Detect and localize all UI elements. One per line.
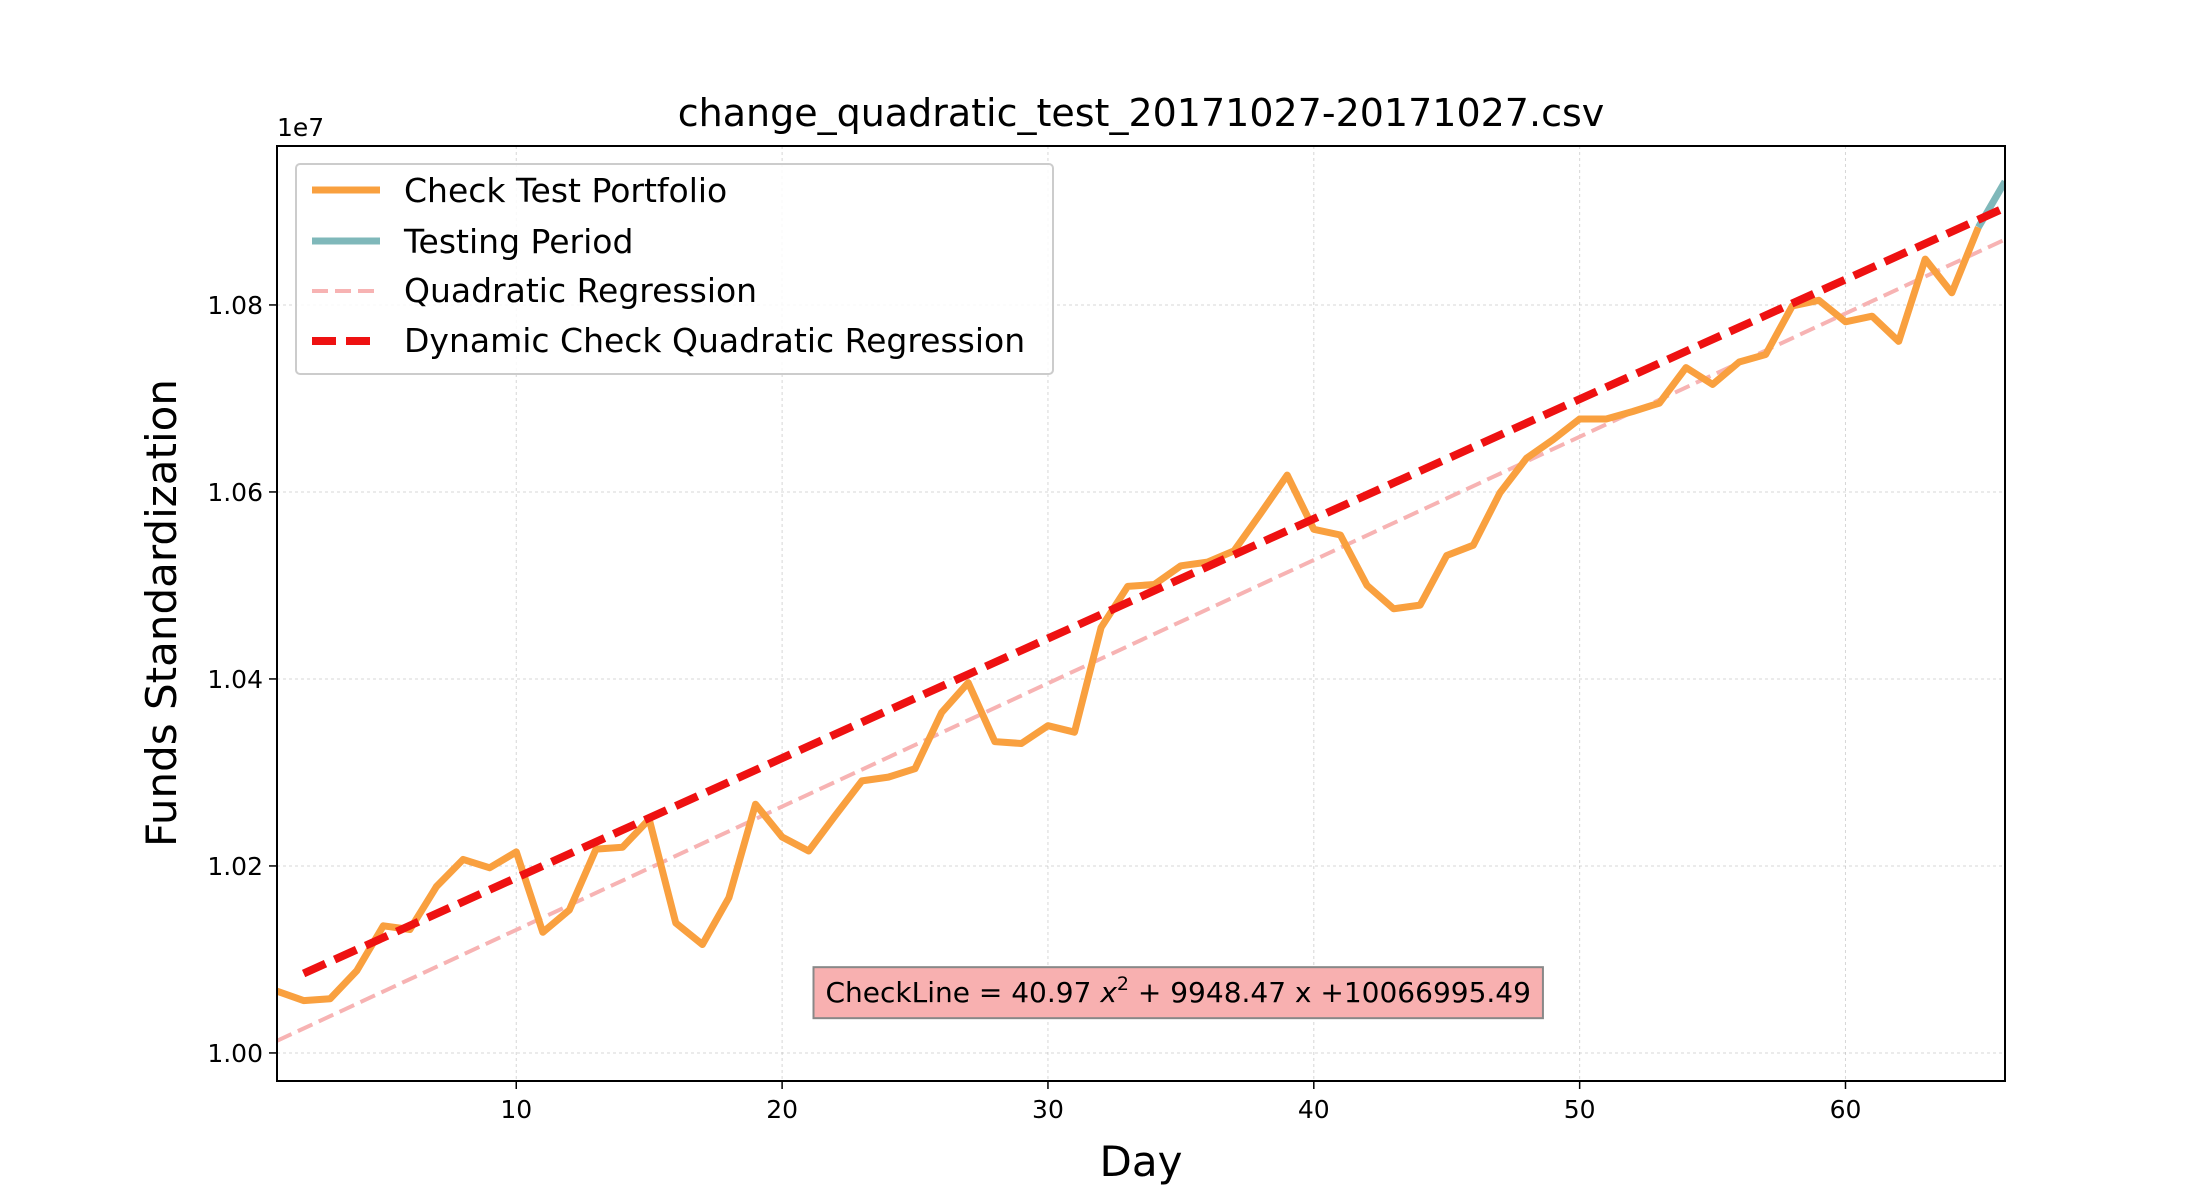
chart-title: change_quadratic_test_20171027-20171027.…: [678, 91, 1605, 135]
legend-box: [295, 163, 1054, 375]
y-tick-label: 1.02: [207, 852, 263, 881]
series-group: [277, 179, 2005, 1043]
legend-label-dynamic-check-regression: Dynamic Check Quadratic Regression: [404, 321, 1025, 360]
annotation-var: x: [1099, 976, 1117, 1009]
plot-frame: [276, 145, 2006, 1082]
x-tick-label: 30: [1032, 1095, 1064, 1124]
x-tick-label: 50: [1564, 1095, 1596, 1124]
x-tick-label: 60: [1830, 1095, 1862, 1124]
legend-label-testing-period: Testing Period: [403, 222, 633, 261]
annotation-prefix: CheckLine = 40.97: [826, 976, 1101, 1009]
x-tick-label: 20: [766, 1095, 798, 1124]
annotation-box: [812, 966, 1544, 1020]
ticks: 10 20 30 40 50 60 1.00 1.02 1.04 1.06 1.08: [207, 291, 1861, 1124]
y-tick-label: 1.08: [207, 291, 263, 320]
series-check-test-portfolio: [277, 225, 1982, 1005]
y-tick-label: 1.00: [207, 1039, 263, 1068]
x-tick-label: 10: [500, 1095, 532, 1124]
legend: Check Test Portfolio Testing Period Quad…: [295, 163, 1054, 375]
x-axis-label: Day: [1100, 1137, 1183, 1186]
legend-label-check-test-portfolio: Check Test Portfolio: [404, 171, 727, 210]
annotation-text: CheckLine = 40.97 x2 + 9948.47 x +100669…: [826, 973, 1531, 1009]
annotation-sup: 2: [1117, 973, 1129, 995]
series-layer: [277, 179, 2005, 1043]
x-tick-label: 40: [1298, 1095, 1330, 1124]
series-dynamic-check-regression: [301, 204, 2005, 978]
grid: [277, 146, 2005, 1081]
y-axis-label: Funds Standardization: [137, 379, 186, 847]
annotation: CheckLine = 40.97 x2 + 9948.47 x +100669…: [812, 966, 1544, 1020]
series-quadratic-regression: [277, 237, 2005, 1043]
y-tick-label: 1.04: [207, 665, 263, 694]
y-offset-text: 1e7: [277, 113, 324, 142]
legend-label-quadratic-regression: Quadratic Regression: [404, 271, 757, 310]
y-tick-label: 1.06: [207, 478, 263, 507]
annotation-suffix: + 9948.47 x +10066995.49: [1129, 976, 1531, 1009]
